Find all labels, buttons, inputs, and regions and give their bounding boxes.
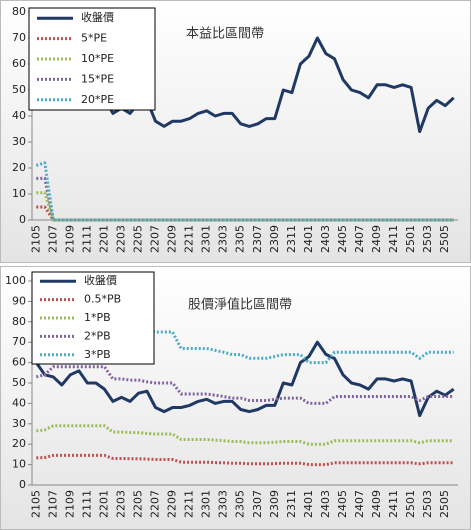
chart-title: 股價淨值比區間帶 xyxy=(188,297,292,313)
x-tick-label: 2203 xyxy=(114,490,127,518)
x-tick-label: 2109 xyxy=(63,490,76,518)
x-tick-label: 2401 xyxy=(302,490,315,518)
legend-label: 15*PE xyxy=(81,72,114,85)
legend-label: 收盤價 xyxy=(84,273,117,287)
x-tick-label: 2205 xyxy=(132,225,145,253)
x-tick-label: 2303 xyxy=(217,225,230,253)
x-tick-label: 2201 xyxy=(97,225,110,253)
series-line xyxy=(35,340,455,418)
legend-label: 0.5*PB xyxy=(84,293,121,306)
x-tick-label: 2305 xyxy=(234,225,247,253)
series-line xyxy=(35,161,454,222)
x-tick-label: 2503 xyxy=(421,225,434,253)
y-tick-label: 60 xyxy=(12,356,26,369)
x-tick-label: 2503 xyxy=(421,490,434,518)
x-tick-label: 2311 xyxy=(285,225,298,253)
y-tick-label: 30 xyxy=(12,417,26,430)
series-line xyxy=(35,365,454,405)
x-tick-label: 2409 xyxy=(370,490,383,518)
x-tick-label: 2211 xyxy=(183,490,196,518)
x-tick-label: 2501 xyxy=(404,225,417,253)
x-tick-label: 2107 xyxy=(46,225,59,253)
x-tick-label: 2505 xyxy=(438,490,451,518)
x-tick-label: 2403 xyxy=(319,490,332,518)
x-tick-label: 2107 xyxy=(46,490,59,518)
x-tick-label: 2501 xyxy=(404,490,417,518)
y-tick-label: 30 xyxy=(12,135,26,148)
y-tick-label: 20 xyxy=(12,437,26,450)
x-tick-label: 2309 xyxy=(268,225,281,253)
x-tick-label: 2211 xyxy=(183,225,196,253)
y-tick-label: 50 xyxy=(12,83,26,96)
series-line xyxy=(36,191,454,222)
y-tick-label: 70 xyxy=(12,31,26,44)
y-tick-label: 80 xyxy=(12,315,26,328)
chart-title: 本益比區間帶 xyxy=(186,27,264,42)
legend-label: 3*PB xyxy=(84,348,111,361)
legend-label: 10*PE xyxy=(81,52,114,65)
y-tick-label: 10 xyxy=(12,187,26,200)
x-tick-label: 2207 xyxy=(149,225,162,253)
x-tick-label: 2405 xyxy=(336,225,349,253)
y-tick-label: 100 xyxy=(5,274,26,287)
legend-label: 1*PB xyxy=(84,311,111,324)
y-tick-label: 10 xyxy=(12,458,26,471)
x-tick-label: 2201 xyxy=(97,490,110,518)
x-tick-label: 2205 xyxy=(132,490,145,518)
series-line xyxy=(36,424,454,446)
y-tick-label: 0 xyxy=(19,478,26,491)
x-tick-label: 2309 xyxy=(268,490,281,518)
x-tick-label: 2401 xyxy=(302,225,315,253)
y-tick-label: 0 xyxy=(19,213,26,226)
legend-label: 2*PB xyxy=(84,329,111,342)
legend-label: 20*PE xyxy=(81,93,114,106)
y-tick-label: 90 xyxy=(12,294,26,307)
x-tick-label: 2105 xyxy=(29,225,42,253)
x-tick-label: 2407 xyxy=(353,225,366,253)
x-tick-label: 2405 xyxy=(336,490,349,518)
y-tick-label: 70 xyxy=(12,335,26,348)
x-tick-label: 2409 xyxy=(370,225,383,253)
x-tick-label: 2111 xyxy=(80,490,93,518)
x-tick-label: 2301 xyxy=(200,225,213,253)
y-tick-label: 20 xyxy=(12,161,26,174)
y-tick-label: 40 xyxy=(12,109,26,122)
x-tick-label: 2505 xyxy=(438,225,451,253)
x-tick-label: 2305 xyxy=(234,490,247,518)
x-tick-label: 2209 xyxy=(166,490,179,518)
x-tick-label: 2109 xyxy=(63,225,76,253)
legend-label: 收盤價 xyxy=(81,10,114,24)
x-tick-label: 2411 xyxy=(387,490,400,518)
x-tick-label: 2407 xyxy=(353,490,366,518)
x-tick-label: 2203 xyxy=(114,225,127,253)
x-tick-label: 2403 xyxy=(319,225,332,253)
x-tick-label: 2411 xyxy=(387,225,400,253)
x-tick-label: 2311 xyxy=(285,490,298,518)
x-tick-label: 2301 xyxy=(200,490,213,518)
series-line xyxy=(36,453,454,467)
x-tick-label: 2303 xyxy=(217,490,230,518)
x-tick-label: 2307 xyxy=(251,225,264,253)
x-tick-label: 2307 xyxy=(251,490,264,518)
y-tick-label: 60 xyxy=(12,57,26,70)
y-tick-label: 40 xyxy=(12,396,26,409)
legend-label: 5*PE xyxy=(81,32,107,45)
x-tick-label: 2111 xyxy=(80,225,93,253)
x-tick-label: 2207 xyxy=(149,490,162,518)
x-tick-label: 2209 xyxy=(166,225,179,253)
x-tick-label: 2105 xyxy=(29,490,42,518)
y-tick-label: 80 xyxy=(12,5,26,18)
y-tick-label: 50 xyxy=(12,376,26,389)
